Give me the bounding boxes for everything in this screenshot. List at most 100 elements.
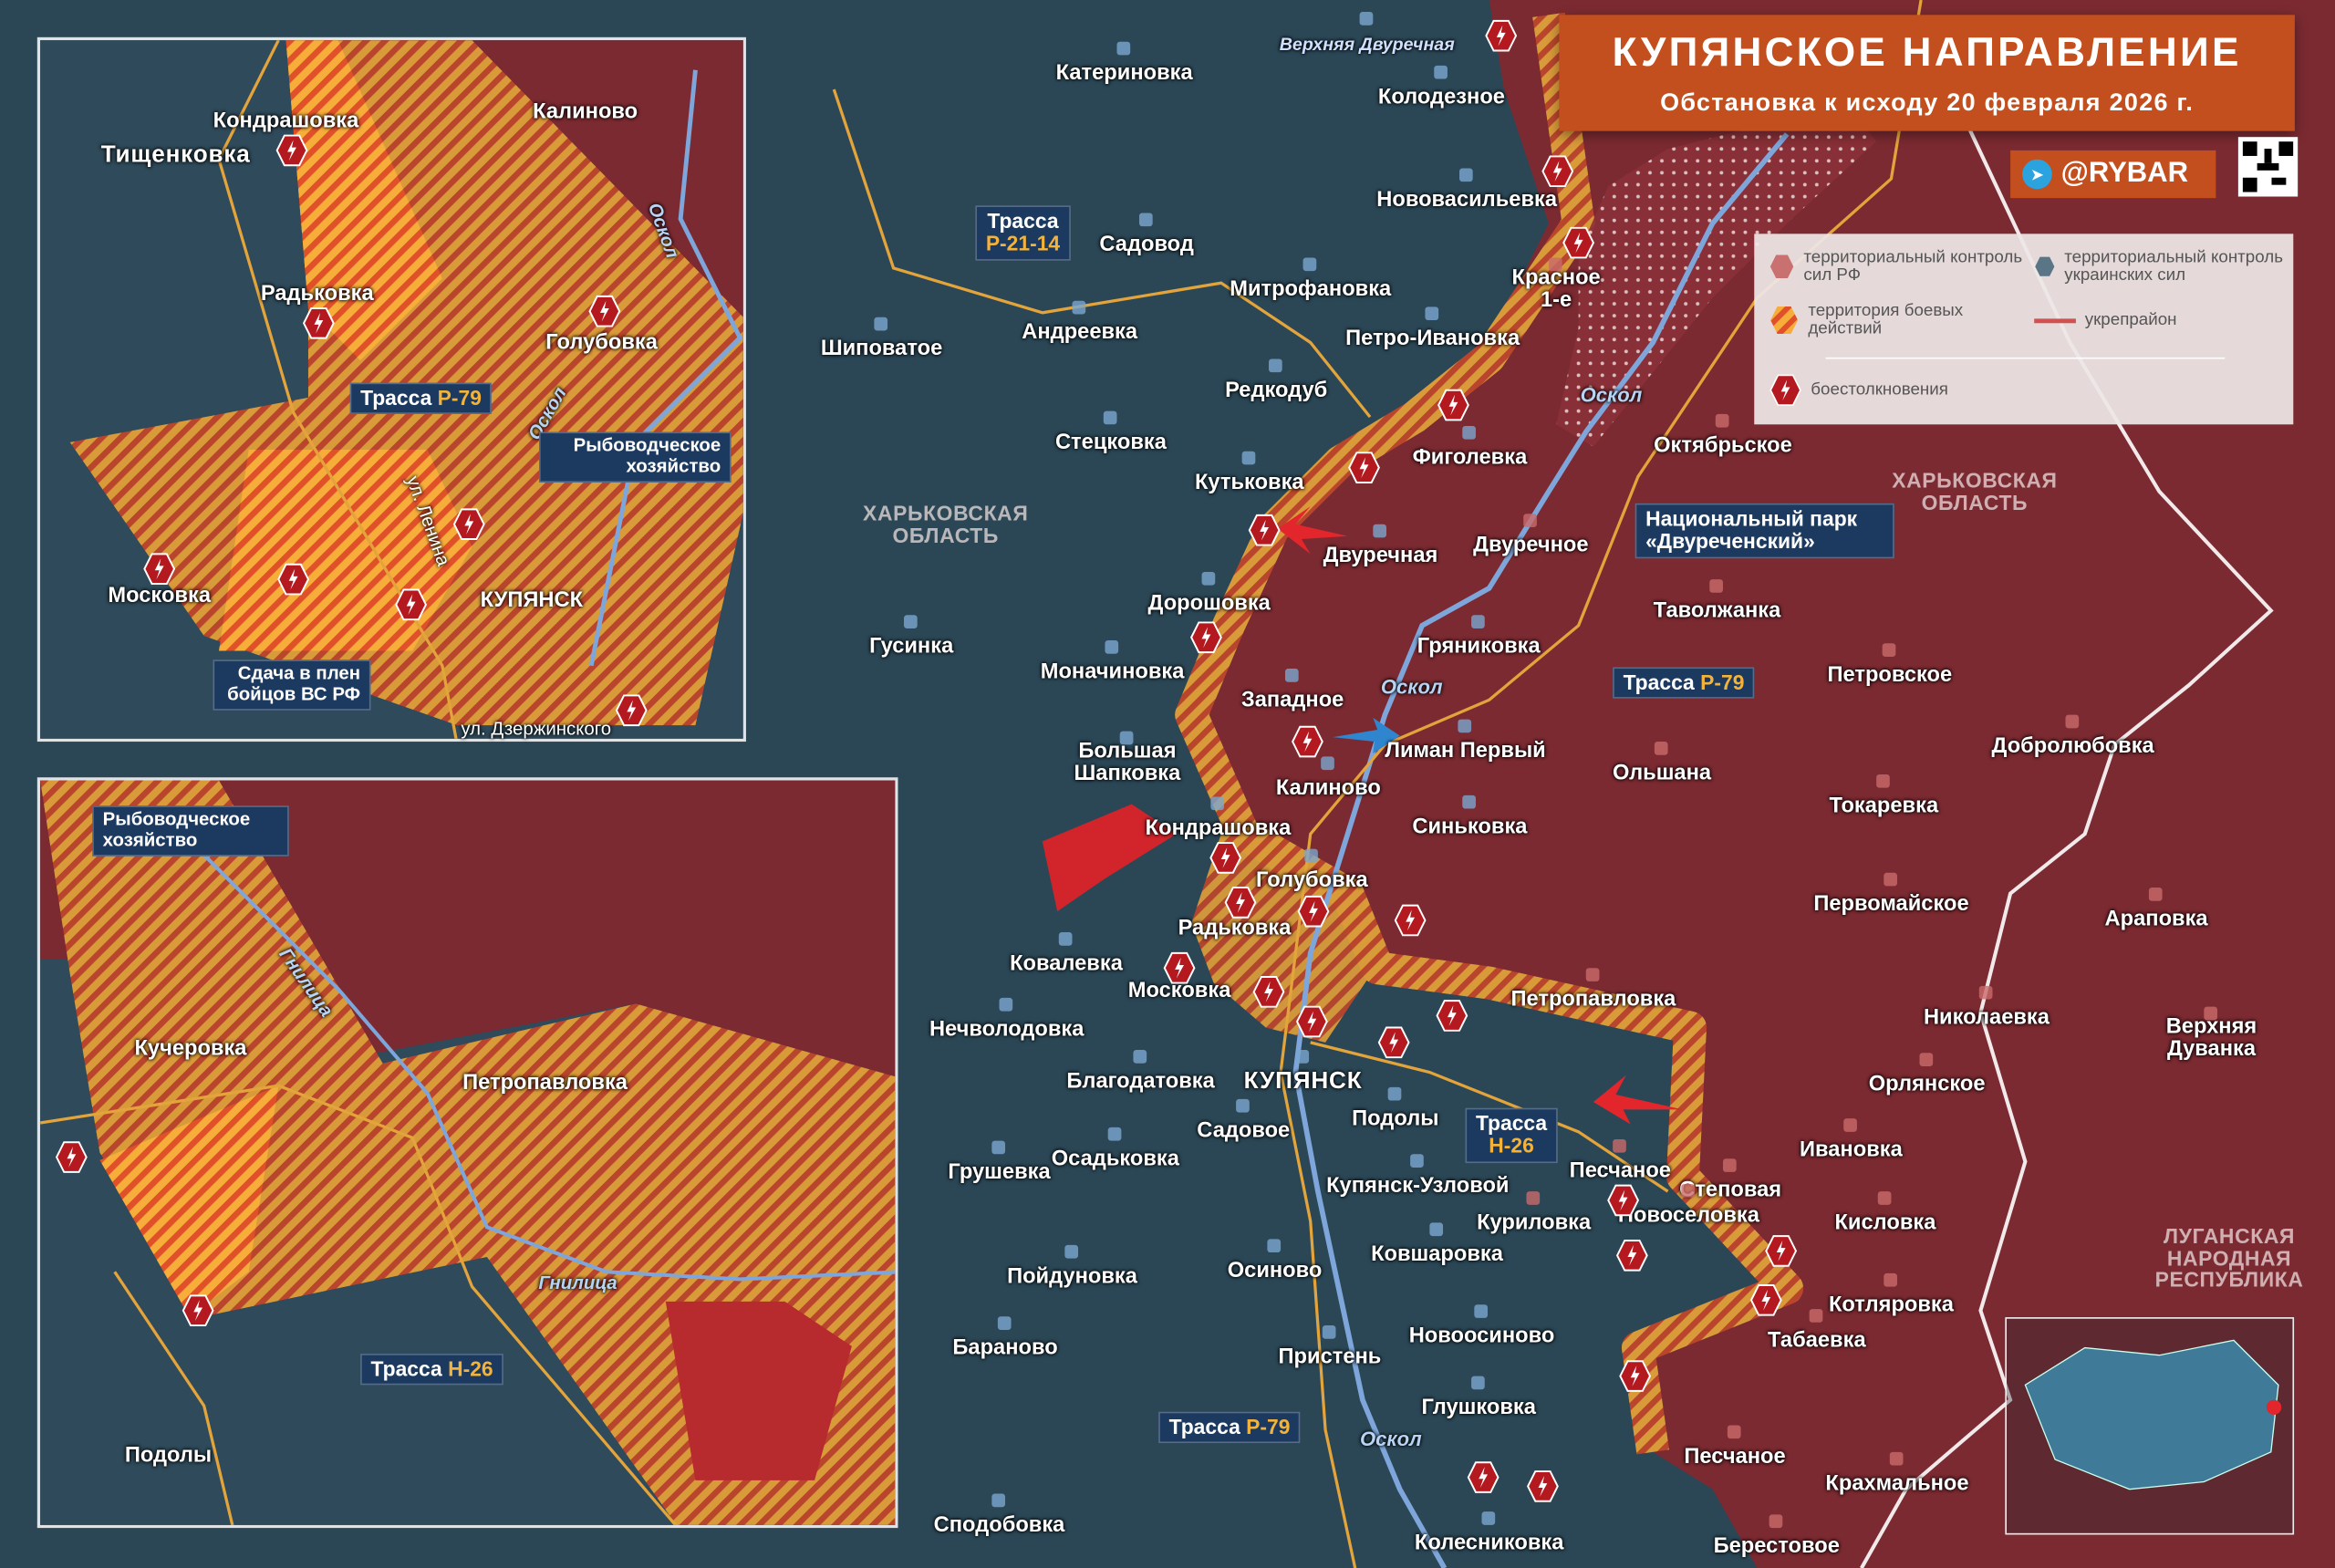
route-code: Р-79 xyxy=(437,385,482,410)
settlement-marker-icon xyxy=(2065,714,2080,729)
river-label: Оскол xyxy=(1580,384,1643,407)
settlement-marker-icon xyxy=(1434,65,1448,79)
route-label: Трасса Н-26 xyxy=(1465,1107,1558,1163)
clash-marker-icon xyxy=(1541,155,1574,188)
settlement-marker-icon xyxy=(1322,1325,1336,1339)
place-label: Западное xyxy=(1240,688,1344,713)
clash-marker-icon xyxy=(143,553,176,586)
place-label: Колодезное xyxy=(1377,85,1505,109)
legend-divider xyxy=(1825,357,2226,359)
place-label: Голубовка xyxy=(545,331,658,356)
title-banner: КУПЯНСКОЕ НАПРАВЛЕНИЕ Обстановка к исход… xyxy=(1559,15,2295,131)
combat-zone-band xyxy=(1175,12,1804,1455)
place-label: Кондрашовка xyxy=(1145,816,1292,841)
legend-label: территориальный контроль украинских сил xyxy=(2064,248,2284,285)
place-label: Петропавловка xyxy=(1510,988,1676,1012)
region-label: ХАРЬКОВСКАЯ ОБЛАСТЬ xyxy=(863,501,1029,547)
clash-marker-icon xyxy=(1437,389,1470,421)
inset-north-territory xyxy=(40,40,743,739)
map-title: КУПЯНСКОЕ НАПРАВЛЕНИЕ xyxy=(1612,29,2242,75)
clash-marker-icon xyxy=(452,508,485,541)
place-label: Новоосиново xyxy=(1408,1324,1555,1349)
ru-control-swatch-icon xyxy=(1769,254,1794,279)
route-prefix: Трасса xyxy=(360,385,432,410)
region-label: ЛУГАНСКАЯ НАРОДНАЯ РЕСПУБЛИКА xyxy=(2154,1223,2304,1293)
place-label: Котляровка xyxy=(1828,1293,1954,1317)
clash-marker-icon xyxy=(1209,841,1242,874)
river-label: Гнилица xyxy=(538,1272,617,1293)
place-label: Таволжанка xyxy=(1653,598,1781,624)
place-label: Ивановка xyxy=(1800,1137,1903,1163)
qr-code-icon[interactable] xyxy=(2237,137,2299,197)
place-label: Первомайское xyxy=(1813,892,1969,917)
route-prefix: Трасса xyxy=(1475,1110,1548,1136)
clash-marker-icon xyxy=(182,1294,214,1327)
settlement-marker-icon xyxy=(999,997,1013,1012)
place-label: Табаевка xyxy=(1768,1328,1866,1354)
settlement-marker-icon xyxy=(1877,1191,1892,1205)
clash-marker-icon xyxy=(1248,514,1281,546)
settlement-marker-icon xyxy=(1458,168,1473,182)
clash-marker-icon xyxy=(1297,895,1330,928)
place-label: Верхняя Двуречная xyxy=(1279,34,1455,55)
settlement-marker-icon xyxy=(1058,932,1073,946)
place-label: Подолы xyxy=(124,1443,213,1468)
place-label: Верхняя Дуванка xyxy=(2165,1015,2257,1063)
place-label: Кутьковка xyxy=(1194,471,1304,495)
place-label: Лиман Первый xyxy=(1385,739,1546,763)
clash-marker-icon xyxy=(1295,1005,1328,1038)
place-label: Тищенковка xyxy=(100,142,251,168)
settlement-marker-icon xyxy=(1462,425,1476,440)
settlement-marker-icon xyxy=(2204,1006,2218,1021)
clash-marker-icon xyxy=(1467,1461,1500,1494)
settlement-marker-icon xyxy=(1295,1050,1310,1064)
place-label: Степовая xyxy=(1679,1179,1782,1203)
place-label: Пойдуновка xyxy=(1007,1264,1137,1289)
national-park-callout: Национальный парк «Двуреченский» xyxy=(1634,503,1894,558)
place-label: Ольшана xyxy=(1613,761,1712,786)
telegram-icon: ➤ xyxy=(2022,159,2052,190)
settlement-marker-icon xyxy=(1269,358,1282,373)
clash-marker-icon xyxy=(1615,1239,1648,1272)
place-label: Осиново xyxy=(1227,1259,1323,1283)
settlement-marker-icon xyxy=(1410,1154,1424,1168)
combat-zone-kupiansk xyxy=(1191,834,1371,1043)
settlement-marker-icon xyxy=(1769,1514,1783,1529)
place-label: Калиново xyxy=(533,100,638,125)
place-label: Радьковка xyxy=(1178,916,1292,940)
inset-south-territory xyxy=(40,780,896,1525)
settlement-marker-icon xyxy=(1284,669,1299,682)
place-label: Красное 1-е xyxy=(1511,265,1601,313)
place-label: Кондрашовка xyxy=(213,109,359,133)
place-label: Шиповатое xyxy=(820,337,943,361)
settlement-marker-icon xyxy=(1425,306,1439,321)
settlement-marker-icon xyxy=(874,317,888,331)
clash-marker-icon xyxy=(55,1141,88,1174)
settlement-marker-icon xyxy=(997,1316,1012,1330)
route-code: Н-26 xyxy=(448,1356,493,1381)
route-code: Р-21-14 xyxy=(985,231,1061,255)
place-label: Ковалевка xyxy=(1010,951,1123,977)
settlement-marker-icon xyxy=(1462,794,1476,809)
brand-handle: @RYBAR xyxy=(2060,158,2189,190)
clash-marker-icon xyxy=(275,134,308,167)
settlement-marker-icon xyxy=(1526,1191,1541,1205)
river-oskol xyxy=(1292,132,1790,1568)
settlement-marker-icon xyxy=(1429,1222,1444,1237)
settlement-marker-icon xyxy=(1585,968,1600,981)
place-label: Глушковка xyxy=(1421,1396,1536,1420)
route-label: Трасса Р-79 xyxy=(1158,1411,1301,1444)
brand-badge[interactable]: ➤ @RYBAR xyxy=(2010,150,2216,199)
settlement-marker-icon xyxy=(1133,1050,1147,1064)
inset-south-petropavlovka xyxy=(36,777,898,1529)
place-label: Купянск-Узловой xyxy=(1326,1174,1510,1199)
place-label: Митрофановка xyxy=(1230,277,1392,302)
place-label: Осадьковка xyxy=(1051,1147,1179,1171)
route-prefix: Трасса xyxy=(370,1356,442,1381)
clash-marker-icon xyxy=(1163,951,1196,984)
ukrainian-attack-arrow xyxy=(1333,717,1400,754)
place-label: Большая Шапковка xyxy=(1074,740,1181,787)
settlement-marker-icon xyxy=(1387,1086,1402,1101)
settlement-marker-icon xyxy=(1681,1183,1695,1198)
